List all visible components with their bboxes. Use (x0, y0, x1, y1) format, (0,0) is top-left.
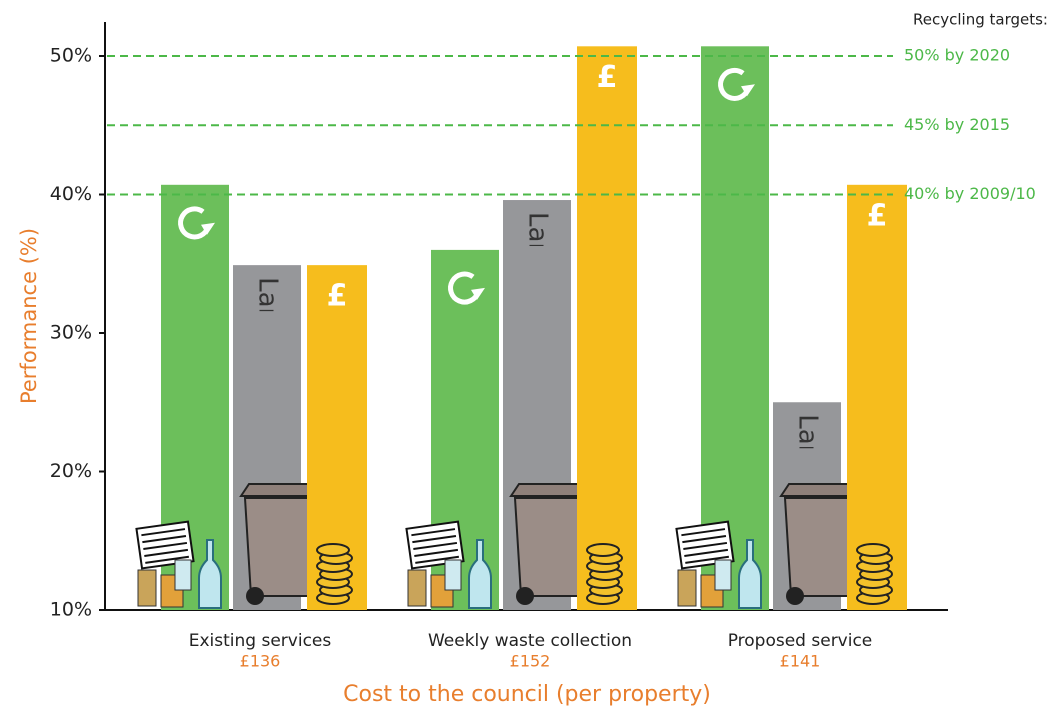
x-tick-label: Existing services (189, 631, 332, 651)
y-tick-label: 30% (50, 322, 92, 344)
bar-symbol: £ (597, 60, 618, 95)
x-tick-label: Weekly waste collection (428, 631, 632, 651)
y-tick-label: 20% (50, 460, 92, 482)
target-label: 40% by 2009/10 (904, 184, 1036, 203)
glass (175, 560, 191, 590)
coin (857, 544, 889, 556)
x-axis-title: Cost to the council (per property) (343, 682, 711, 707)
glass (445, 560, 461, 590)
y-tick-label: 10% (50, 599, 92, 621)
target-label: 45% by 2015 (904, 115, 1010, 134)
coin (587, 544, 619, 556)
chart: Performance (%) Cost to the council (per… (0, 0, 1055, 715)
bar-symbol: £ (327, 279, 348, 314)
glass (715, 560, 731, 590)
bar (577, 46, 637, 610)
x-sublabel: £141 (780, 652, 821, 671)
coin (317, 544, 349, 556)
x-sublabel: £152 (510, 652, 551, 671)
bar-symbol: £ (867, 198, 888, 233)
bin-wheel (786, 587, 804, 605)
coins-icon (857, 544, 892, 604)
target-label: 50% by 2020 (904, 46, 1010, 65)
bin-wheel (246, 587, 264, 605)
y-tick-label: 40% (50, 183, 92, 205)
can (138, 570, 156, 606)
bin-wheel (516, 587, 534, 605)
x-tick-label: Proposed service (728, 631, 873, 651)
y-tick-label: 50% (50, 45, 92, 67)
x-sublabel: £136 (240, 652, 281, 671)
y-axis-title: Performance (%) (17, 228, 41, 404)
can (408, 570, 426, 606)
coins-icon (317, 544, 352, 604)
coins-icon (587, 544, 622, 604)
can (678, 570, 696, 606)
targets-title: Recycling targets: (913, 11, 1048, 29)
